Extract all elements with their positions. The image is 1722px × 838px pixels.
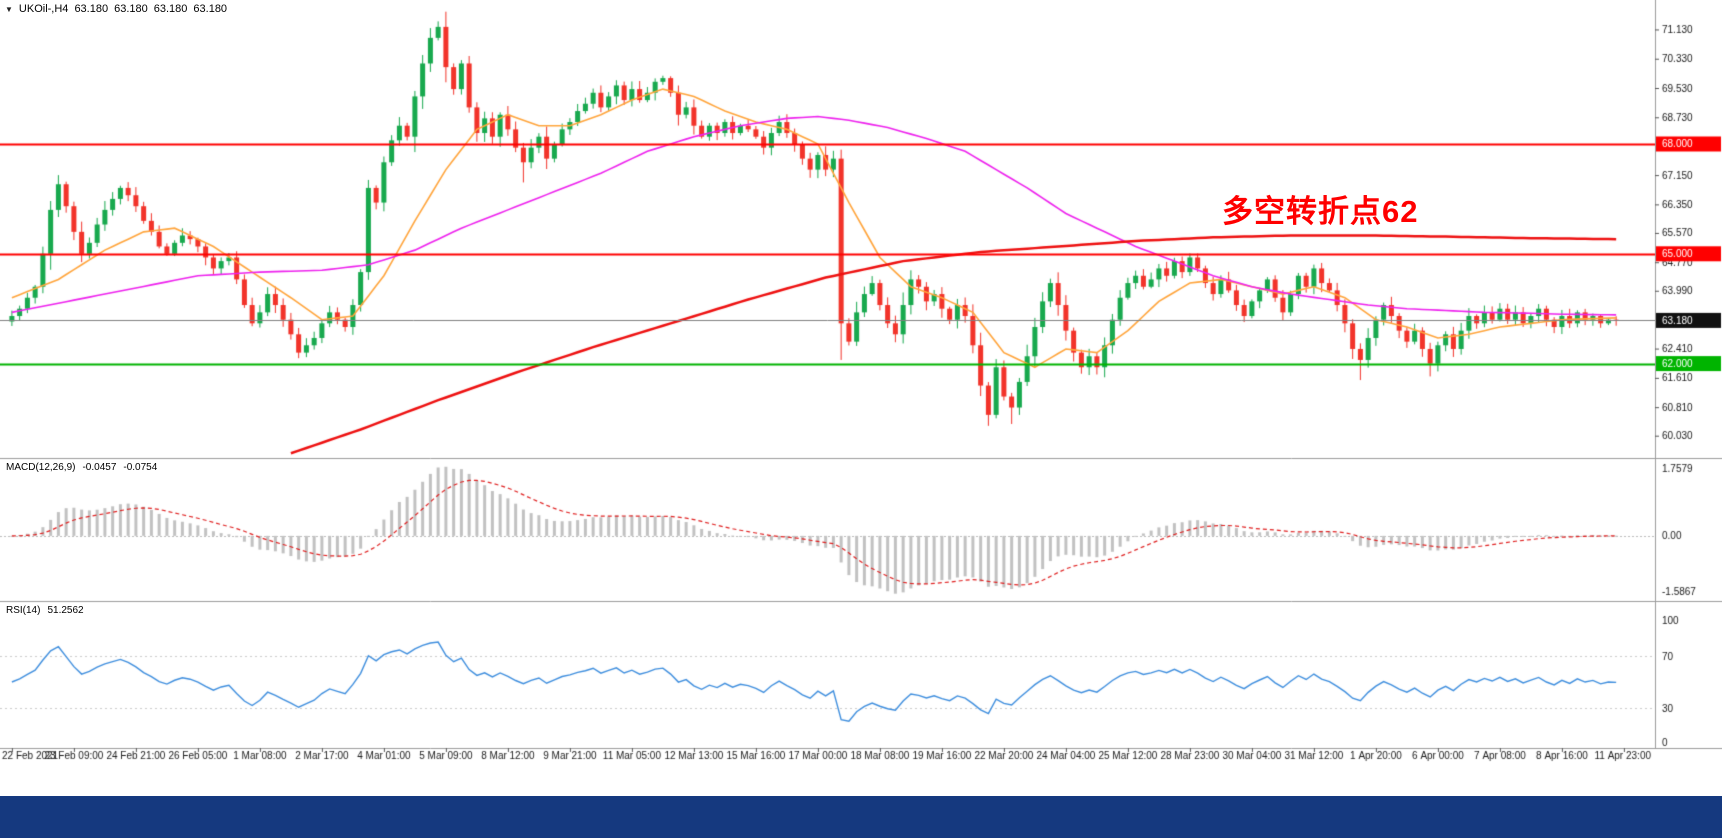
symbol-dropdown-icon[interactable]: ▼ bbox=[5, 4, 13, 14]
symbol-info-bar: ▼ UKOil-,H4 63.180 63.180 63.180 63.180 bbox=[5, 3, 227, 15]
price-chart-canvas[interactable] bbox=[0, 0, 1722, 796]
macd-signal-value: -0.0754 bbox=[123, 462, 158, 473]
ohlc-close: 63.180 bbox=[193, 3, 228, 15]
rsi-name: RSI(14) bbox=[6, 605, 41, 616]
symbol-timeframe-label: UKOil-,H4 bbox=[18, 3, 69, 15]
macd-indicator-label: MACD(12,26,9) -0.0457 -0.0754 bbox=[6, 462, 157, 473]
ohlc-high: 63.180 bbox=[114, 3, 148, 15]
rsi-value: 51.2562 bbox=[47, 605, 84, 616]
macd-name: MACD(12,26,9) bbox=[6, 462, 76, 473]
ohlc-open: 63.180 bbox=[74, 3, 109, 15]
bottom-taskbar[interactable] bbox=[0, 796, 1722, 838]
ohlc-low: 63.180 bbox=[153, 3, 188, 15]
annotation-text: 多空转折点62 bbox=[1222, 194, 1419, 229]
macd-value: -0.0457 bbox=[82, 462, 117, 473]
rsi-indicator-label: RSI(14) 51.2562 bbox=[6, 605, 84, 616]
